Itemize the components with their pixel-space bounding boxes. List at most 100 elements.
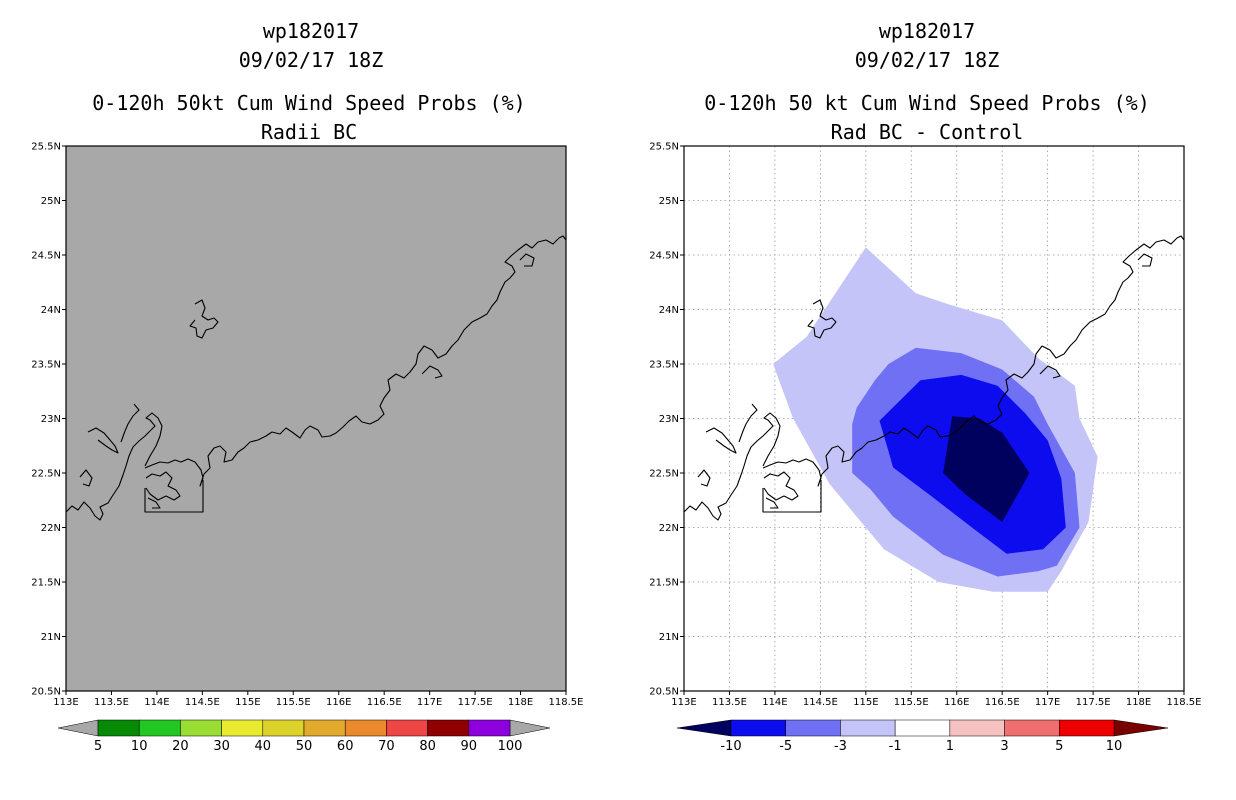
- right-title-product: 0-120h 50 kt Cum Wind Speed Probs (%): [704, 91, 1150, 115]
- coastline-segment: [763, 471, 799, 501]
- coastline-segment: [1137, 253, 1153, 267]
- x-tick-label: 114E: [144, 697, 169, 708]
- x-tick-label: 117E: [1035, 697, 1060, 708]
- y-tick-label: 21.5N: [649, 578, 679, 589]
- coastline-segment: [120, 403, 140, 443]
- coastline-segment: [144, 235, 567, 487]
- coastline-segment: [762, 480, 822, 513]
- y-tick-label: 22N: [659, 523, 679, 534]
- left-title-product: 0-120h 50kt Cum Wind Speed Probs (%): [92, 91, 525, 115]
- x-tick-label: 117.5E: [458, 697, 493, 708]
- colorbar-low-arrow: [57, 719, 99, 737]
- left-colorbar: 5 10 20 30 40 50 60 70 80 90 100: [57, 719, 551, 754]
- right-title-storm: wp182017: [879, 19, 975, 43]
- left-coastline: [65, 235, 567, 521]
- colorbar-label: 5: [94, 739, 102, 754]
- y-tick-label: 23.5N: [649, 360, 679, 371]
- y-tick-label: 22N: [41, 523, 61, 534]
- right-gridlines: [684, 146, 1184, 691]
- y-tick-label: 23N: [659, 414, 679, 425]
- x-tick-label: 114.5E: [185, 697, 220, 708]
- x-tick-label: 113E: [53, 697, 78, 708]
- y-tick-label: 24N: [41, 305, 61, 316]
- coastline-segment: [79, 469, 93, 487]
- x-tick-label: 114.5E: [803, 697, 838, 708]
- x-tick-label: 115E: [235, 697, 260, 708]
- contour-band: [943, 416, 1030, 522]
- colorbar-label: 50: [296, 739, 313, 754]
- colorbar-low-arrow: [676, 719, 732, 737]
- colorbar-label: -3: [834, 739, 847, 754]
- coastline-segment: [519, 253, 535, 267]
- colorbar-label: -10: [720, 739, 741, 754]
- colorbar-high-arrow: [509, 719, 551, 737]
- y-tick-label: 25N: [41, 196, 61, 207]
- colorbar-label: 10: [131, 739, 148, 754]
- coastline-segment: [705, 427, 737, 454]
- x-tick-label: 113.5E: [712, 697, 747, 708]
- coastline-segment: [87, 427, 119, 454]
- coastline-segment: [807, 299, 837, 339]
- colorbar-box: [427, 719, 470, 737]
- y-tick-label: 23N: [41, 414, 61, 425]
- y-tick-label: 24N: [659, 305, 679, 316]
- x-tick-label: 113.5E: [94, 697, 129, 708]
- x-tick-label: 116.5E: [367, 697, 402, 708]
- colorbar-label: 40: [255, 739, 272, 754]
- coastline-segment: [1039, 365, 1061, 379]
- y-tick-label: 21N: [41, 632, 61, 643]
- colorbar-label: 70: [378, 739, 395, 754]
- coastline-segment: [765, 497, 779, 509]
- y-tick-label: 23.5N: [31, 360, 61, 371]
- right-panel: wp182017 09/02/17 18Z 0-120h 50 kt Cum W…: [649, 19, 1201, 754]
- colorbar-box: [840, 719, 896, 737]
- x-tick-label: 117E: [417, 697, 442, 708]
- coastline-segment: [683, 412, 781, 521]
- y-tick-label: 25.5N: [649, 142, 679, 153]
- x-tick-label: 116.5E: [985, 697, 1020, 708]
- y-tick-label: 24.5N: [649, 251, 679, 262]
- colorbar-label: 100: [498, 739, 523, 754]
- right-coastline: [683, 235, 1185, 521]
- right-axis-ticks: 113E 113.5E 114E 114.5E 115E 115.5E 116E 116.5E…: [649, 142, 1201, 709]
- colorbar-box: [221, 719, 264, 737]
- colorbar-high-arrow: [1113, 719, 1169, 737]
- colorbar-label: 10: [1106, 739, 1123, 754]
- colorbar-label: 20: [172, 739, 189, 754]
- left-axis-ticks: 113E 113.5E 114E 114.5E 115E 115.5E 116E 116.5E…: [31, 142, 583, 709]
- x-tick-label: 118E: [1126, 697, 1151, 708]
- colorbar-label: 1: [946, 739, 954, 754]
- colorbar-label: -1: [889, 739, 902, 754]
- x-tick-label: 118.5E: [549, 697, 584, 708]
- coastline-segment: [145, 471, 181, 501]
- y-tick-label: 25N: [659, 196, 679, 207]
- right-title-experiment: Rad BC - Control: [831, 120, 1024, 144]
- coastline-segment: [738, 403, 758, 443]
- colorbar-box: [303, 719, 346, 737]
- x-tick-label: 116E: [944, 697, 969, 708]
- left-title-experiment: Radii BC: [261, 120, 357, 144]
- colorbar-box: [138, 719, 181, 737]
- coastline-segment: [147, 497, 161, 509]
- left-title-date: 09/02/17 18Z: [239, 48, 384, 72]
- colorbar-label: -5: [779, 739, 792, 754]
- colorbar-label: 5: [1055, 739, 1063, 754]
- y-tick-label: 24.5N: [31, 251, 61, 262]
- x-tick-label: 118E: [508, 697, 533, 708]
- left-title-storm: wp182017: [263, 19, 359, 43]
- coastline-segment: [65, 412, 163, 521]
- right-title-date: 09/02/17 18Z: [855, 48, 1000, 72]
- y-tick-label: 20.5N: [649, 687, 679, 698]
- colorbar-box: [730, 719, 786, 737]
- colorbar-box: [1059, 719, 1115, 737]
- coastline-segment: [762, 235, 1185, 487]
- coastline-segment: [421, 365, 443, 379]
- colorbar-box: [785, 719, 841, 737]
- y-tick-label: 21.5N: [31, 578, 61, 589]
- colorbar-label: 30: [213, 739, 230, 754]
- y-tick-label: 25.5N: [31, 142, 61, 153]
- colorbar-box: [894, 719, 951, 737]
- x-tick-label: 117.5E: [1076, 697, 1111, 708]
- colorbar-label: 3: [1000, 739, 1008, 754]
